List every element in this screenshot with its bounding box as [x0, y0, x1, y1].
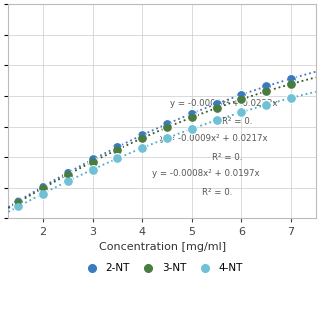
Point: [16, 200, 21, 205]
Point: [65, 172, 70, 177]
Point: [189, 126, 195, 132]
Point: [264, 102, 269, 107]
Point: [189, 111, 195, 116]
Point: [41, 191, 46, 196]
Point: [239, 92, 244, 97]
Point: [140, 145, 145, 150]
Point: [239, 97, 244, 102]
Point: [288, 76, 293, 81]
Point: [115, 147, 120, 152]
Point: [164, 121, 170, 126]
Point: [214, 118, 219, 123]
Point: [140, 136, 145, 141]
Point: [41, 186, 46, 191]
Text: R² = 0.: R² = 0.: [202, 188, 232, 197]
Point: [65, 170, 70, 175]
Point: [288, 76, 293, 81]
Point: [16, 198, 21, 204]
Point: [41, 186, 46, 191]
Point: [189, 115, 195, 120]
Point: [264, 89, 269, 94]
Point: [65, 172, 70, 177]
Point: [214, 105, 219, 110]
Point: [140, 145, 145, 150]
Point: [16, 198, 21, 204]
Point: [140, 132, 145, 138]
Point: [264, 84, 269, 89]
Point: [288, 82, 293, 87]
Point: [239, 92, 244, 97]
Text: y = -0.0008x² + 0.0197x: y = -0.0008x² + 0.0197x: [152, 170, 260, 179]
Point: [90, 157, 95, 162]
Point: [239, 97, 244, 102]
Point: [41, 191, 46, 196]
Point: [189, 111, 195, 116]
Point: [239, 110, 244, 115]
Point: [214, 101, 219, 106]
Point: [115, 144, 120, 149]
Point: [214, 118, 219, 123]
Point: [65, 179, 70, 184]
Point: [140, 136, 145, 141]
Point: [288, 95, 293, 100]
Point: [65, 170, 70, 175]
Point: [164, 136, 170, 141]
Point: [16, 200, 21, 205]
Point: [189, 115, 195, 120]
Point: [264, 89, 269, 94]
Text: R² = 0.: R² = 0.: [221, 117, 252, 126]
Point: [90, 159, 95, 164]
Point: [164, 136, 170, 141]
Point: [189, 126, 195, 132]
Legend: 2-NT, 3-NT, 4-NT: 2-NT, 3-NT, 4-NT: [77, 259, 247, 277]
Point: [214, 105, 219, 110]
Point: [164, 121, 170, 126]
Text: y = -0.0009x² + 0.0222x: y = -0.0009x² + 0.0222x: [170, 99, 277, 108]
Point: [288, 82, 293, 87]
Point: [115, 144, 120, 149]
X-axis label: Concentration [mg/ml]: Concentration [mg/ml]: [99, 242, 226, 252]
Point: [115, 156, 120, 161]
Point: [164, 125, 170, 130]
Point: [90, 167, 95, 172]
Point: [264, 84, 269, 89]
Point: [288, 95, 293, 100]
Point: [41, 184, 46, 189]
Point: [90, 157, 95, 162]
Point: [115, 156, 120, 161]
Point: [239, 110, 244, 115]
Point: [41, 184, 46, 189]
Point: [140, 132, 145, 138]
Point: [65, 179, 70, 184]
Point: [214, 101, 219, 106]
Point: [16, 204, 21, 209]
Point: [16, 204, 21, 209]
Point: [115, 147, 120, 152]
Point: [264, 102, 269, 107]
Text: y = -0.0009x² + 0.0217x: y = -0.0009x² + 0.0217x: [160, 134, 267, 143]
Point: [90, 159, 95, 164]
Point: [90, 167, 95, 172]
Point: [164, 125, 170, 130]
Text: R² = 0.: R² = 0.: [212, 153, 242, 162]
